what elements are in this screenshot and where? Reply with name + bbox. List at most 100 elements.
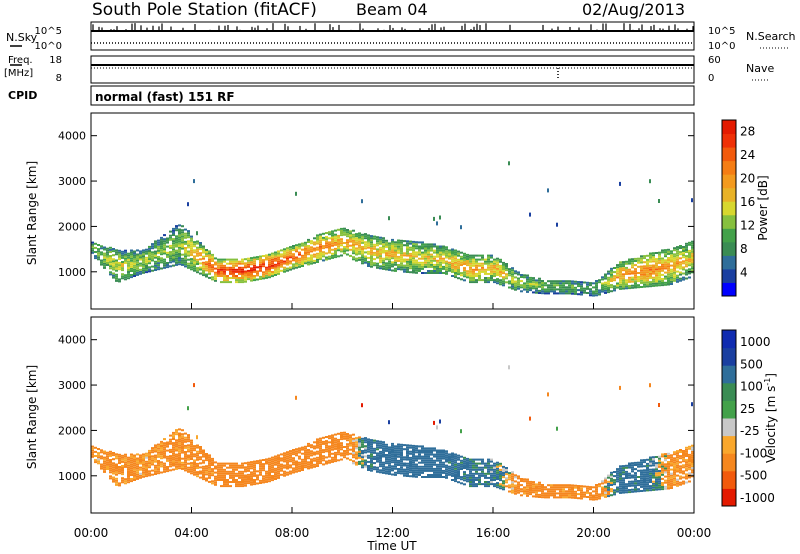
power-cell: [418, 270, 421, 272]
power-cell: [406, 264, 409, 267]
velocity-cell: [658, 474, 661, 477]
power-cell: [667, 252, 670, 255]
velocity-cell: [199, 466, 202, 469]
velocity-cell: [442, 453, 445, 456]
power-cell: [682, 278, 685, 281]
power-cell: [352, 239, 355, 242]
power-cell: [277, 250, 280, 253]
velocity-cell: [661, 461, 664, 464]
power-cell: [169, 244, 172, 247]
power-cell: [382, 257, 385, 260]
power-cell: [349, 248, 352, 251]
power-cell: [259, 265, 262, 268]
power-cell: [157, 258, 160, 260]
velocity-cell: [142, 457, 145, 460]
velocity-cell: [229, 464, 232, 467]
power-cell: [358, 242, 361, 245]
power-cell: [409, 271, 412, 274]
power-cell: [319, 256, 322, 259]
velocity-cell: [178, 454, 181, 457]
velocity-cell: [355, 463, 358, 466]
velocity-cell: [121, 460, 124, 463]
power-cell: [406, 248, 409, 251]
velocity-cell: [175, 431, 178, 434]
velocity-cell: [568, 496, 571, 499]
velocity-cell: [481, 466, 484, 469]
velocity-cell: [109, 459, 112, 461]
velocity-cell: [130, 480, 133, 483]
velocity-cell: [388, 420, 390, 425]
velocity-cell: [361, 456, 364, 459]
velocity-cell: [367, 454, 370, 457]
power-cell: [622, 263, 625, 266]
power-cell: [499, 279, 502, 282]
power-cell: [655, 268, 658, 271]
velocity-cell: [577, 487, 580, 489]
power-cell: [106, 259, 109, 262]
velocity-cell: [658, 470, 661, 472]
power-cell: [652, 268, 655, 271]
velocity-cell: [658, 465, 661, 468]
velocity-cell: [166, 468, 169, 470]
velocity-cell: [181, 451, 184, 454]
power-cell: [604, 289, 607, 292]
velocity-cell: [667, 483, 670, 486]
velocity-cell: [157, 462, 160, 464]
power-cell: [334, 241, 337, 244]
velocity-cell: [511, 473, 514, 476]
power-cell: [103, 264, 106, 267]
velocity-cell: [601, 488, 604, 491]
power-cell: [691, 263, 694, 266]
velocity-cell: [259, 459, 262, 462]
velocity-cell: [280, 453, 283, 456]
power-cell: [253, 279, 256, 282]
velocity-cell: [265, 478, 268, 481]
velocity-colorbar-swatch: [722, 453, 736, 472]
power-cell: [154, 240, 157, 243]
power-cell: [151, 259, 154, 262]
velocity-cell: [268, 465, 271, 468]
velocity-cell: [460, 463, 463, 466]
velocity-cell: [529, 482, 532, 485]
power-cell: [340, 250, 343, 253]
power-cell: [226, 258, 229, 261]
power-cell: [367, 236, 370, 239]
power-cell: [367, 265, 370, 267]
velocity-cell: [484, 464, 487, 467]
velocity-cell: [649, 485, 652, 488]
velocity-cell: [181, 465, 184, 468]
power-cell: [91, 249, 94, 252]
velocity-cell: [328, 459, 331, 462]
velocity-cell: [265, 470, 268, 473]
power-cell: [325, 252, 328, 255]
power-cell: [379, 242, 382, 245]
power-cell: [526, 290, 529, 293]
power-cell: [421, 255, 424, 258]
power-cell: [433, 267, 436, 270]
power-cell: [142, 249, 145, 252]
power-cell: [250, 257, 253, 260]
power-cell: [391, 242, 394, 245]
velocity-cell: [655, 488, 658, 491]
velocity-cell: [478, 483, 481, 486]
power-cell: [397, 245, 400, 248]
velocity-cell: [196, 456, 199, 459]
velocity-cell: [574, 496, 577, 499]
velocity-cell: [541, 486, 544, 488]
velocity-cell: [646, 469, 649, 471]
power-cell: [616, 282, 619, 285]
velocity-cell: [652, 458, 655, 461]
velocity-colorbar-swatch: [722, 382, 736, 401]
power-cell: [475, 281, 478, 284]
velocity-cell: [505, 469, 508, 471]
velocity-cell: [151, 451, 154, 454]
velocity-cell: [592, 494, 595, 497]
power-cell: [280, 255, 283, 258]
power-cell: [163, 240, 166, 243]
velocity-cell: [208, 476, 211, 479]
velocity-cell: [358, 446, 361, 449]
velocity-cell: [640, 459, 643, 462]
velocity-cell: [130, 457, 133, 460]
power-cell: [331, 242, 334, 245]
